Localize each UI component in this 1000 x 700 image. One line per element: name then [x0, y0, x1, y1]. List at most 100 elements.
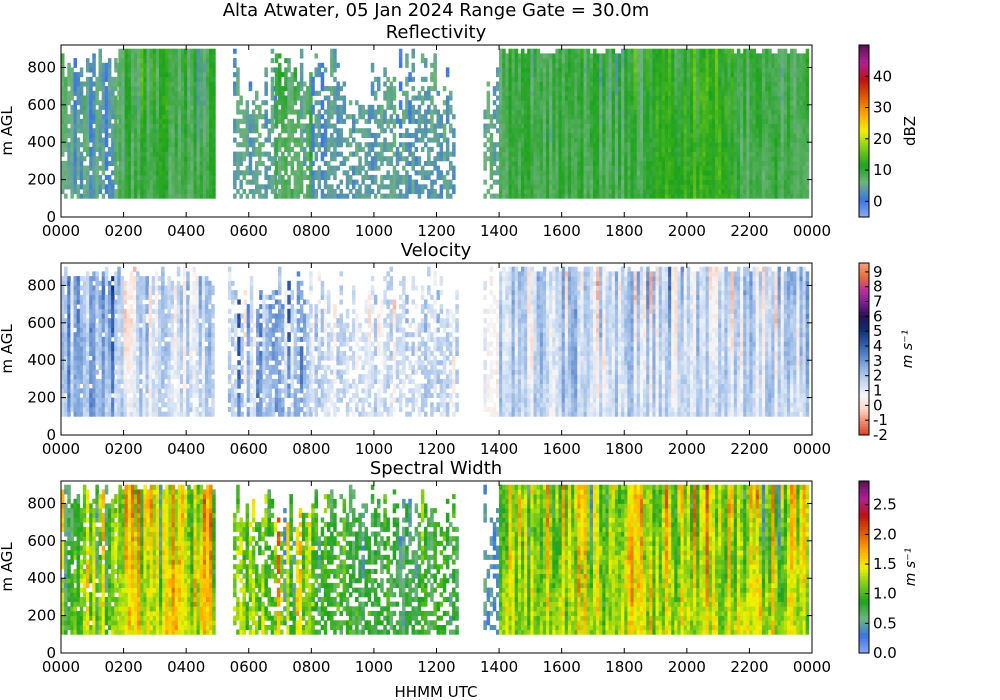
- heatmap-cell: [511, 184, 516, 190]
- heatmap-cell: [293, 90, 298, 96]
- heatmap-cell: [146, 81, 150, 87]
- heatmap-cell: [193, 174, 197, 180]
- heatmap-cell: [614, 81, 619, 87]
- heatmap-cell: [380, 142, 384, 148]
- heatmap-cell: [274, 142, 279, 148]
- heatmap-cell: [546, 160, 550, 166]
- heatmap-cell: [149, 58, 154, 64]
- heatmap-cell: [258, 184, 262, 190]
- heatmap-cell: [627, 86, 631, 92]
- heatmap-cell: [699, 170, 703, 176]
- heatmap-cell: [674, 118, 678, 124]
- heatmap-cell: [336, 128, 340, 134]
- heatmap-cell: [614, 160, 619, 166]
- heatmap-cell: [680, 118, 685, 124]
- heatmap-cell: [567, 109, 572, 115]
- heatmap-cell: [552, 86, 556, 92]
- heatmap-cell: [199, 90, 204, 96]
- heatmap-cell: [193, 146, 197, 152]
- heatmap-cell: [278, 156, 282, 162]
- heatmap-cell: [599, 62, 603, 68]
- heatmap-cell: [417, 118, 422, 124]
- heatmap-cell: [137, 123, 141, 129]
- heatmap-cell: [278, 90, 282, 96]
- heatmap-cell: [542, 170, 547, 176]
- heatmap-cell: [293, 123, 298, 129]
- heatmap-cell: [505, 95, 509, 101]
- heatmap-cell: [427, 156, 431, 162]
- heatmap-cell: [284, 146, 288, 152]
- heatmap-cell: [146, 114, 150, 120]
- heatmap-cell: [574, 104, 578, 110]
- heatmap-cell: [92, 62, 96, 68]
- heatmap-cell: [624, 58, 628, 64]
- heatmap-cell: [521, 100, 525, 106]
- heatmap-cell: [143, 170, 147, 176]
- heatmap-cell: [611, 86, 616, 92]
- heatmap-cell: [402, 146, 406, 152]
- heatmap-cell: [118, 118, 122, 124]
- heatmap-cell: [602, 189, 606, 195]
- heatmap-cell: [611, 156, 616, 162]
- heatmap-cell: [686, 123, 691, 129]
- heatmap-cell: [505, 100, 509, 106]
- heatmap-cell: [621, 118, 625, 124]
- heatmap-cell: [718, 170, 722, 176]
- heatmap-cell: [671, 67, 675, 73]
- heatmap-cell: [527, 53, 531, 59]
- heatmap-cell: [511, 81, 516, 87]
- heatmap-cell: [86, 123, 90, 129]
- heatmap-cell: [104, 95, 109, 101]
- heatmap-cell: [577, 104, 581, 110]
- heatmap-cell: [599, 114, 603, 120]
- heatmap-cell: [708, 184, 713, 190]
- heatmap-cell: [398, 86, 403, 92]
- heatmap-cell: [633, 58, 638, 64]
- heatmap-cell: [483, 132, 487, 138]
- heatmap-cell: [608, 137, 613, 143]
- heatmap-cell: [314, 170, 318, 176]
- heatmap-cell: [608, 58, 613, 64]
- heatmap-cell: [162, 123, 166, 129]
- heatmap-cell: [664, 189, 669, 195]
- heatmap-cell: [517, 95, 522, 101]
- heatmap-cell: [649, 193, 653, 199]
- heatmap-cell: [586, 123, 591, 129]
- heatmap-cell: [311, 189, 315, 195]
- heatmap-cell: [236, 118, 240, 124]
- heatmap-cell: [411, 151, 415, 157]
- heatmap-cell: [674, 81, 678, 87]
- heatmap-cell: [505, 81, 509, 87]
- heatmap-cell: [155, 53, 160, 59]
- heatmap-cell: [699, 67, 703, 73]
- heatmap-cell: [536, 151, 541, 157]
- heatmap-cell: [427, 128, 431, 134]
- heatmap-cell: [708, 104, 713, 110]
- heatmap-cell: [521, 142, 525, 148]
- heatmap-cell: [258, 156, 262, 162]
- heatmap-cell: [574, 137, 578, 143]
- heatmap-cell: [165, 48, 169, 54]
- heatmap-cell: [143, 189, 147, 195]
- heatmap-cell: [639, 90, 644, 96]
- heatmap-cell: [187, 67, 191, 73]
- heatmap-cell: [311, 86, 315, 92]
- heatmap-cell: [61, 170, 65, 176]
- heatmap-cell: [508, 114, 512, 120]
- heatmap-cell: [608, 146, 613, 152]
- heatmap-cell: [574, 109, 578, 115]
- heatmap-cell: [299, 76, 304, 82]
- heatmap-cell: [652, 62, 656, 68]
- heatmap-cell: [530, 128, 534, 134]
- heatmap-cell: [420, 53, 425, 59]
- heatmap-cell: [127, 179, 132, 185]
- heatmap-cell: [602, 170, 606, 176]
- heatmap-cell: [508, 189, 512, 195]
- heatmap-cell: [596, 109, 600, 115]
- heatmap-cell: [614, 151, 619, 157]
- heatmap-cell: [380, 174, 384, 180]
- heatmap-cell: [299, 137, 304, 143]
- heatmap-cell: [527, 109, 531, 115]
- heatmap-cell: [212, 174, 216, 180]
- heatmap-cell: [233, 151, 237, 157]
